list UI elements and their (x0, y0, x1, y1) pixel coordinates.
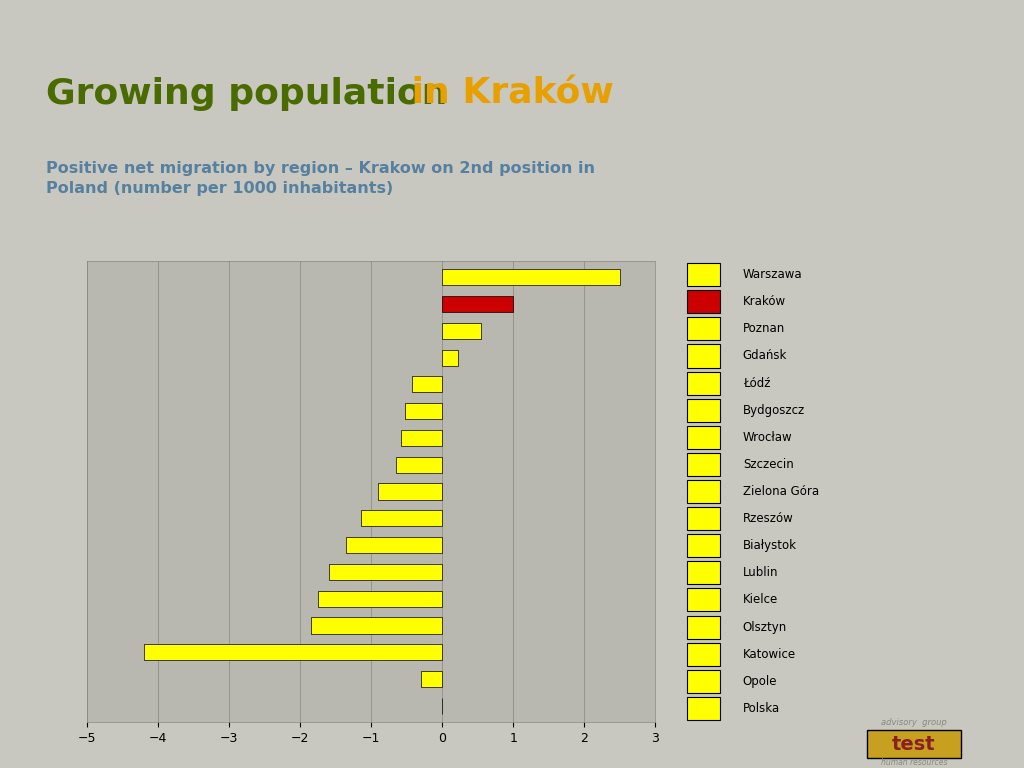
Text: human resources: human resources (881, 758, 947, 767)
Bar (329, 564, 442, 580)
FancyBboxPatch shape (687, 290, 720, 313)
FancyBboxPatch shape (687, 643, 720, 666)
FancyBboxPatch shape (687, 535, 720, 558)
Bar (360, 510, 442, 526)
Bar (378, 484, 442, 499)
FancyBboxPatch shape (687, 453, 720, 476)
FancyBboxPatch shape (687, 615, 720, 638)
FancyBboxPatch shape (687, 670, 720, 693)
Text: Gdańsk: Gdańsk (742, 349, 787, 362)
Bar (421, 671, 442, 687)
Bar (442, 296, 513, 312)
FancyBboxPatch shape (687, 425, 720, 449)
FancyBboxPatch shape (687, 507, 720, 530)
Text: Polska: Polska (742, 702, 780, 715)
FancyBboxPatch shape (687, 588, 720, 611)
Bar (311, 617, 442, 634)
Text: Białystok: Białystok (742, 539, 797, 552)
Text: Kielce: Kielce (742, 594, 778, 607)
Bar (442, 349, 458, 366)
Bar (346, 537, 442, 553)
Bar (442, 269, 620, 285)
FancyBboxPatch shape (687, 399, 720, 422)
Text: test: test (892, 735, 936, 754)
Text: Growing population: Growing population (46, 77, 447, 111)
FancyBboxPatch shape (687, 480, 720, 503)
Text: Warszawa: Warszawa (742, 268, 803, 281)
FancyBboxPatch shape (687, 345, 720, 368)
Bar (442, 323, 481, 339)
Text: Bydgoszcz: Bydgoszcz (742, 404, 805, 417)
Text: Positive net migration by region – Krakow on 2nd position in
Poland (number per : Positive net migration by region – Krako… (46, 161, 595, 196)
Text: Łódź: Łódź (742, 376, 770, 389)
Text: Szczecin: Szczecin (742, 458, 794, 471)
Text: Kraków: Kraków (742, 295, 786, 308)
FancyBboxPatch shape (866, 730, 962, 758)
FancyBboxPatch shape (687, 697, 720, 720)
Text: Poznan: Poznan (742, 323, 785, 336)
Text: Opole: Opole (742, 675, 777, 688)
FancyBboxPatch shape (687, 317, 720, 340)
Text: in Kraków: in Kraków (399, 77, 614, 111)
FancyBboxPatch shape (687, 372, 720, 395)
Bar (401, 430, 442, 446)
Bar (406, 403, 442, 419)
Bar (143, 644, 442, 660)
Bar (396, 457, 442, 473)
FancyBboxPatch shape (687, 561, 720, 584)
Bar (413, 376, 442, 392)
Bar (317, 591, 442, 607)
Text: Katowice: Katowice (742, 647, 796, 660)
Text: Rzeszów: Rzeszów (742, 512, 794, 525)
Text: Lublin: Lublin (742, 566, 778, 579)
Text: Wrocław: Wrocław (742, 431, 793, 444)
Text: advisory  group: advisory group (881, 718, 947, 727)
Text: Zielona Góra: Zielona Góra (742, 485, 819, 498)
Text: Olsztyn: Olsztyn (742, 621, 787, 634)
FancyBboxPatch shape (687, 263, 720, 286)
